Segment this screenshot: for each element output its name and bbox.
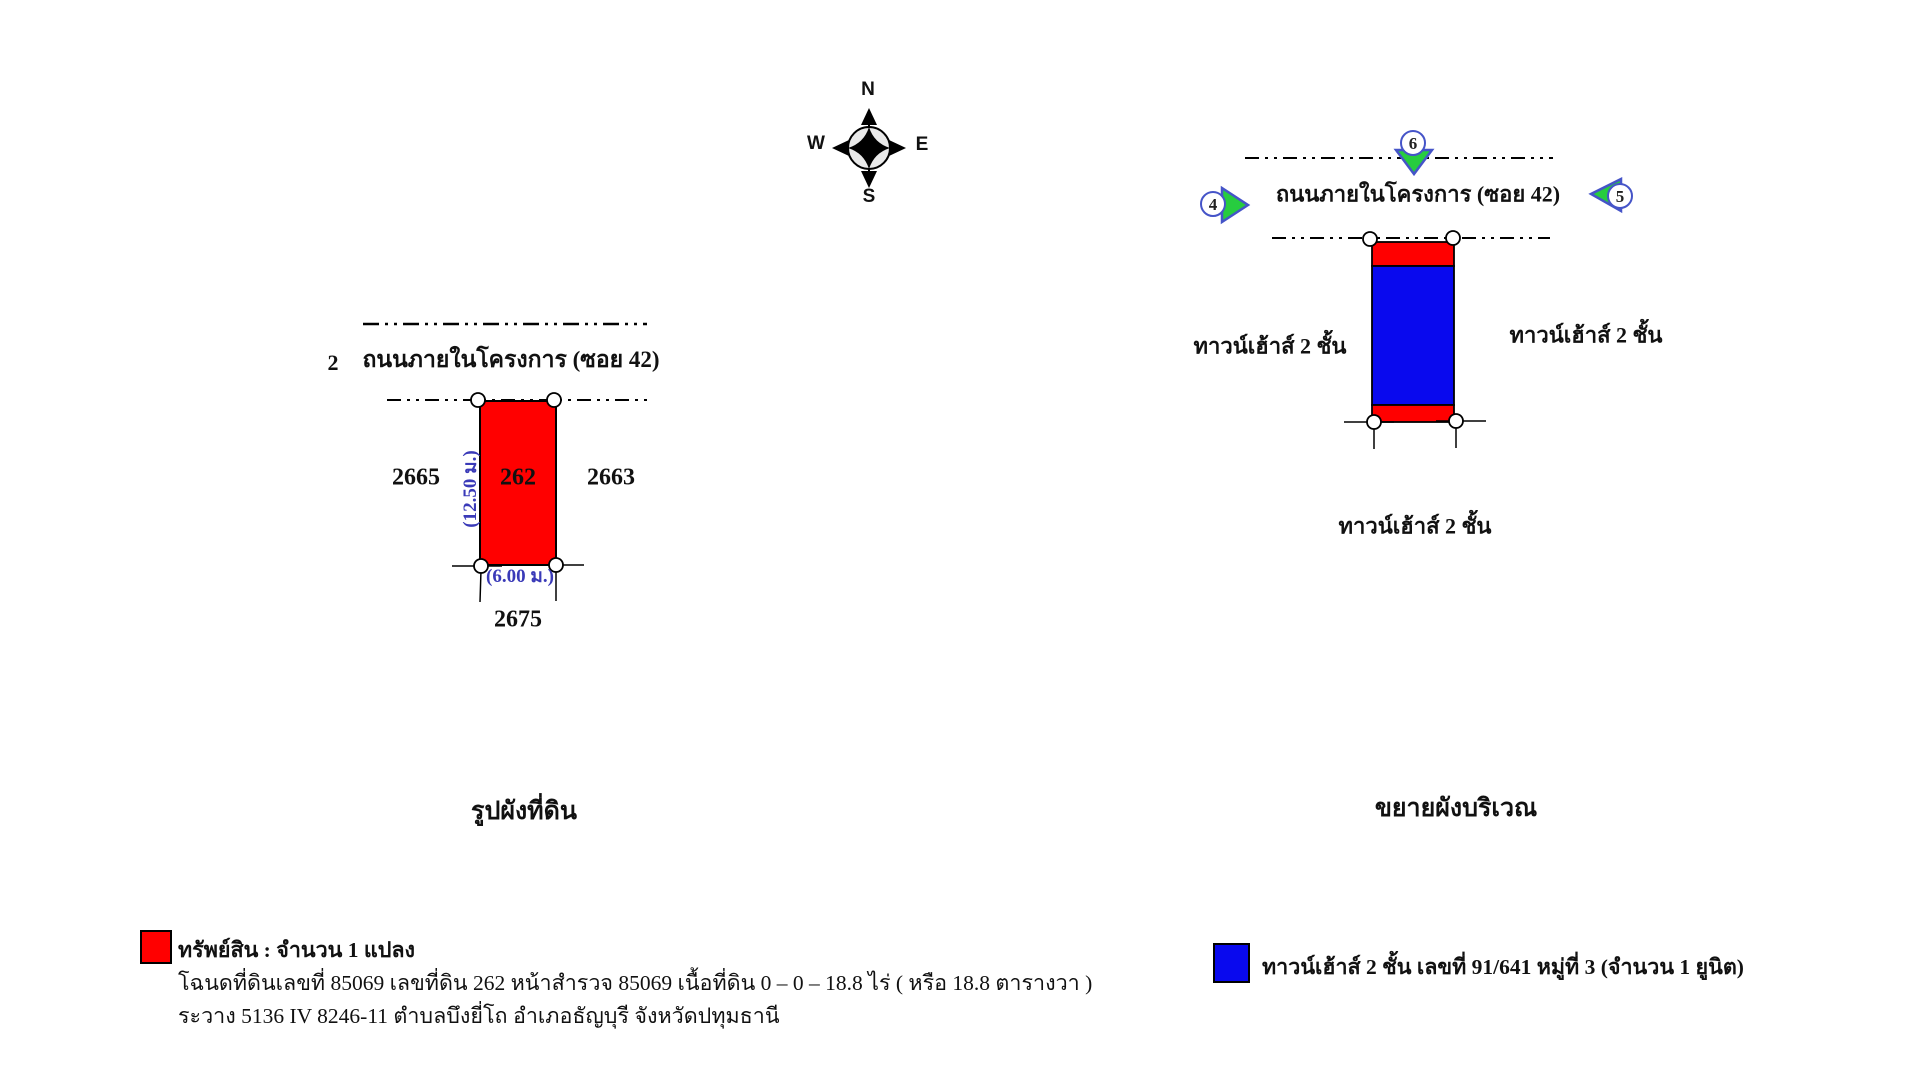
survey-point [470, 392, 486, 408]
adjacent-plot-bottom: 2675 [494, 606, 542, 633]
plot-width-dimension: (6.00 ม.) [486, 566, 554, 587]
land-plot-262 [479, 400, 557, 566]
survey-point [1445, 230, 1461, 246]
adjacent-plot-right: 2663 [587, 464, 635, 491]
left-diagram-title: รูปผังที่ดิน [471, 798, 577, 825]
survey-point [548, 557, 564, 573]
compass-icon [832, 108, 906, 188]
left-road-label: ถนนภายในโครงการ (ซอย 42) [362, 347, 660, 372]
compass-west-label: W [807, 133, 825, 154]
survey-point [1366, 414, 1382, 430]
survey-point [546, 392, 562, 408]
townhouse-label-left: ทาวน์เฮ้าส์ 2 ชั้น [1193, 333, 1347, 359]
compass-north-label: N [861, 79, 875, 100]
townhouse-label-bottom: ทาวน์เฮ้าส์ 2 ชั้น [1338, 513, 1492, 539]
legend-property-line3: ระวาง 5136 IV 8246-11 ตำบลบึงยี่โถ อำเภอ… [178, 1004, 780, 1028]
townhouse-back-strip [1371, 404, 1455, 423]
townhouse-front-strip [1371, 241, 1455, 267]
legend-townhouse-swatch [1213, 943, 1250, 983]
legend-townhouse-text: ทาวน์เฮ้าส์ 2 ชั้น เลขที่ 91/641 หมู่ที่… [1262, 955, 1744, 979]
townhouse-label-right: ทาวน์เฮ้าส์ 2 ชั้น [1509, 322, 1663, 348]
unit-marker-6-number: 6 [1408, 134, 1418, 153]
legend-property-line2: โฉนดที่ดินเลขที่ 85069 เลขที่ดิน 262 หน้… [178, 971, 1093, 995]
unit-marker-4-number: 4 [1208, 195, 1218, 214]
unit-marker-6-icon [1393, 130, 1435, 177]
plot-depth-dimension: (12.50 ม.) [460, 450, 481, 528]
adjacent-plot-left: 2665 [392, 464, 440, 491]
right-area-diagram [1200, 130, 1633, 449]
unit-marker-5-icon [1588, 176, 1633, 214]
right-diagram-title: ขยายผังบริเวณ [1374, 795, 1538, 822]
survey-point [1448, 413, 1464, 429]
unit-marker-5-number: 5 [1615, 187, 1625, 206]
survey-point [1362, 231, 1378, 247]
left-plot-diagram [363, 322, 650, 603]
legend-property-line1: ทรัพย์สิน : จำนวน 1 แปลง [178, 938, 416, 962]
road-side-number: 2 [327, 350, 339, 375]
legend-plot-swatch [140, 930, 172, 964]
compass-east-label: E [915, 134, 929, 155]
plot-number: 262 [500, 464, 536, 491]
compass-south-label: S [862, 186, 876, 207]
survey-point [473, 558, 489, 574]
unit-marker-4-icon [1200, 185, 1251, 225]
right-road-label: ถนนภายในโครงการ (ซอย 42) [1275, 181, 1561, 207]
townhouse-building [1371, 265, 1455, 406]
